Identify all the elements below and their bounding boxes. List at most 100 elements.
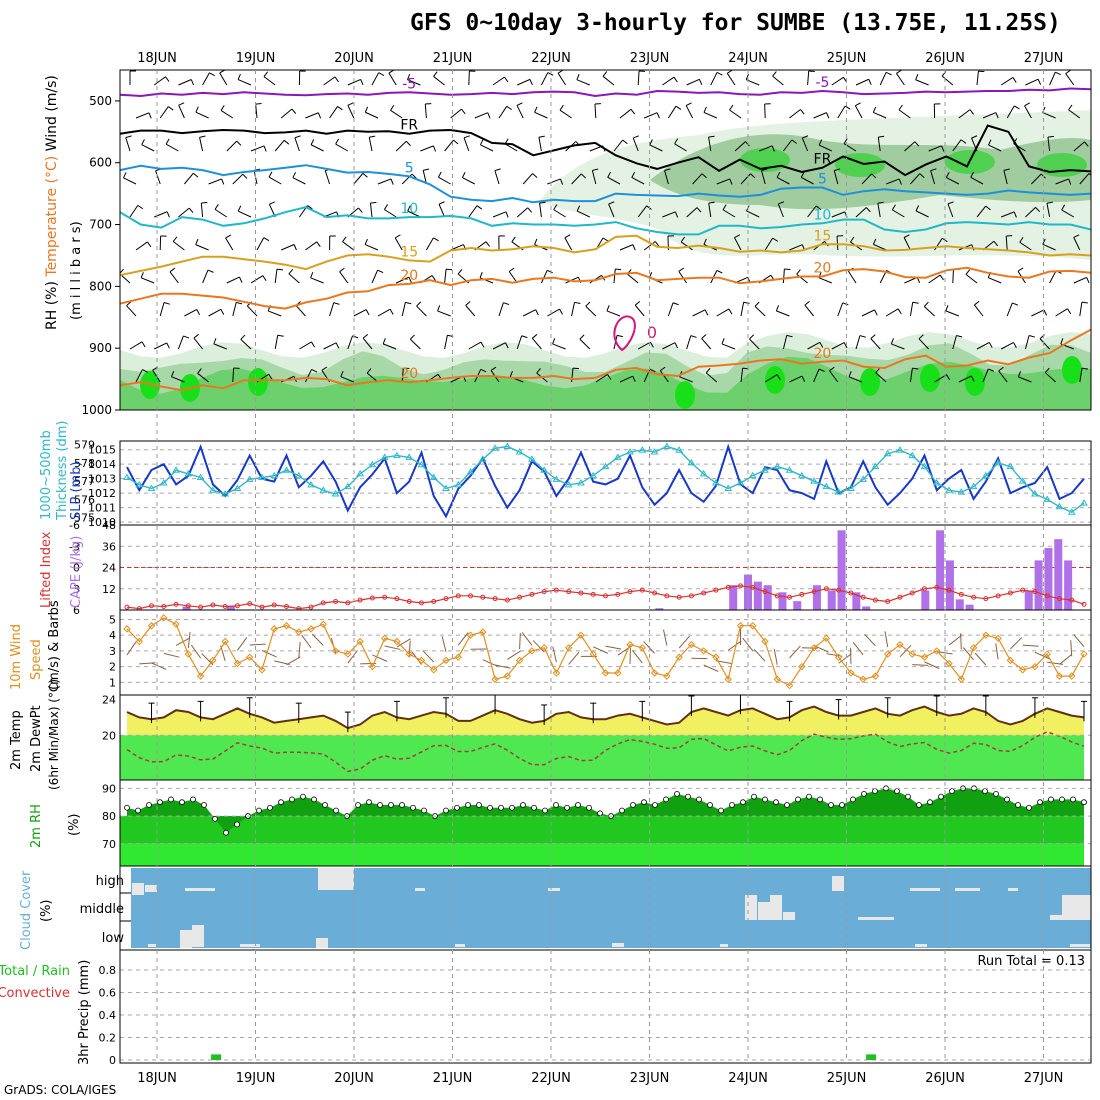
wind-barb bbox=[531, 337, 542, 350]
wind-barb bbox=[1042, 112, 1056, 119]
wind-barb bbox=[776, 310, 790, 317]
wind-barb-flag bbox=[776, 171, 781, 178]
wind-barb-flag bbox=[1042, 238, 1046, 245]
wind-barb-10m bbox=[457, 632, 469, 646]
lifted-marker bbox=[885, 599, 891, 604]
thickness-tick-label: 577 bbox=[74, 475, 95, 488]
lifted-marker bbox=[1032, 589, 1038, 595]
wind-barb bbox=[928, 274, 941, 284]
rh-band-mid bbox=[120, 816, 1084, 844]
rh-marker bbox=[663, 796, 669, 803]
contour-label: 15 bbox=[400, 244, 418, 260]
wind-barb-flag bbox=[552, 338, 556, 345]
wind-barb bbox=[407, 210, 421, 218]
thickness-marker bbox=[1031, 489, 1039, 497]
wind-barb-flag bbox=[673, 76, 678, 83]
wind-barb-flag bbox=[453, 139, 459, 145]
wind-barb bbox=[407, 79, 421, 86]
wind-barb-flag bbox=[521, 335, 528, 339]
thickness-marker bbox=[478, 455, 487, 462]
wind-barb bbox=[123, 177, 137, 185]
contour-label: 20 bbox=[814, 260, 832, 276]
wind-barb bbox=[135, 112, 150, 119]
lifted-index-line bbox=[126, 585, 1085, 610]
rh-marker bbox=[157, 799, 163, 806]
wind-barb-flag bbox=[476, 205, 483, 210]
wind-barb bbox=[607, 176, 621, 185]
rh-marker bbox=[168, 796, 174, 803]
lifted-marker bbox=[750, 584, 756, 590]
lifted-marker bbox=[357, 597, 363, 603]
wind-barb-flag bbox=[221, 178, 225, 185]
wind-barb-flag bbox=[316, 241, 321, 247]
wind-barb-flag bbox=[656, 112, 660, 119]
wind-barb bbox=[557, 72, 567, 86]
thickness-marker bbox=[343, 482, 352, 490]
wind-barb-flag bbox=[557, 70, 564, 74]
wind-barb-flag bbox=[703, 106, 707, 113]
wind-barb-flag bbox=[532, 173, 538, 178]
lifted-marker bbox=[382, 594, 388, 600]
wind-barb-flag bbox=[716, 71, 723, 76]
slp-tick-label: 1010 bbox=[88, 516, 116, 529]
wind-barb bbox=[740, 302, 745, 317]
lifted-marker bbox=[418, 600, 424, 606]
lifted-marker bbox=[173, 601, 179, 607]
thickness-marker bbox=[810, 477, 818, 484]
wind-barb-flag bbox=[698, 79, 703, 86]
wind-barb-flag bbox=[674, 138, 679, 145]
wind-barb-10m bbox=[1022, 644, 1039, 647]
wind-barb bbox=[364, 244, 379, 251]
wind-barb-flag bbox=[416, 301, 422, 307]
wind-barb bbox=[701, 338, 712, 350]
pressure-tick-label: 800 bbox=[89, 279, 112, 293]
wind-barb bbox=[159, 106, 169, 119]
pressure-tick-label: 600 bbox=[89, 156, 112, 170]
wind-barb-flag bbox=[1073, 234, 1080, 238]
wind-barb bbox=[631, 177, 645, 185]
lifted-marker bbox=[811, 589, 817, 595]
wind-barb bbox=[547, 178, 561, 185]
lifted-marker bbox=[566, 589, 572, 595]
wind-barb-flag bbox=[848, 371, 852, 378]
wind-barb bbox=[764, 237, 774, 251]
wind-barb bbox=[1073, 237, 1081, 251]
wind-barb bbox=[873, 243, 887, 251]
wind-barb bbox=[552, 343, 566, 350]
wind-barb-flag bbox=[993, 240, 999, 247]
wind-barb-flag bbox=[734, 234, 741, 239]
lifted-marker bbox=[210, 602, 216, 608]
rh-marker bbox=[740, 799, 746, 806]
wind-barb-flag bbox=[1068, 104, 1073, 111]
pressure-tick-label: 1000 bbox=[81, 403, 112, 417]
wind-speed-marker bbox=[184, 650, 193, 658]
upper-ylabel-part: RH (%) bbox=[44, 281, 60, 330]
wind-barb-flag bbox=[843, 342, 848, 349]
wind-barb bbox=[679, 376, 693, 383]
wind-barb-flag bbox=[672, 302, 679, 306]
thickness-marker bbox=[147, 484, 156, 491]
wind-barb-flag bbox=[262, 275, 267, 281]
wind-barb bbox=[155, 170, 161, 185]
wind-speed-marker bbox=[430, 666, 438, 674]
contour-label: 5 bbox=[818, 171, 827, 187]
wind-barb bbox=[877, 137, 881, 152]
cape-bar bbox=[862, 606, 871, 610]
precip-tick-label: 0 bbox=[109, 1054, 116, 1067]
thickness-marker bbox=[294, 471, 303, 479]
wind-barb bbox=[667, 302, 674, 317]
wind-speed-marker bbox=[1031, 662, 1039, 671]
wind-barb-flag bbox=[432, 145, 437, 152]
wind-speed-marker bbox=[331, 647, 340, 655]
wind-barb bbox=[885, 308, 899, 317]
wind-barb-flag bbox=[490, 366, 497, 371]
wind-barb-flag bbox=[269, 201, 276, 205]
rh-marker bbox=[366, 799, 372, 806]
rh-ylabel-1: 2m RH bbox=[29, 804, 44, 848]
wind-speed-marker bbox=[626, 640, 634, 649]
wind-barb bbox=[764, 103, 766, 119]
rh-marker bbox=[1015, 802, 1021, 808]
wind-barb bbox=[783, 139, 793, 152]
wind-barb-flag bbox=[745, 73, 749, 80]
wind-barb-flag bbox=[463, 135, 470, 139]
